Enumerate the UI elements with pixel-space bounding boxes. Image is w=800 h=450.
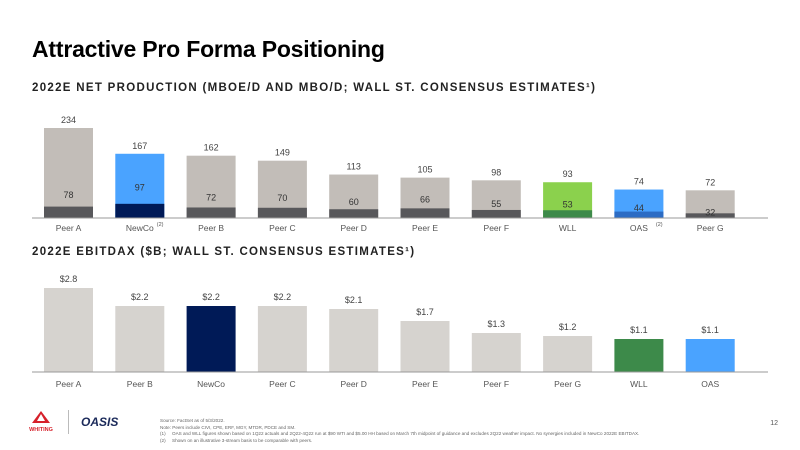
ebitdax-value-label-oas: $1.1: [701, 325, 719, 335]
production-bar-base-peer-f: [471, 209, 521, 218]
production-total-label-peer-a: 234: [61, 115, 76, 125]
page-number: 12: [770, 420, 778, 427]
production-oil-label-peer-b: 72: [206, 192, 216, 202]
ebitdax-category-peer-a: Peer A: [56, 379, 82, 389]
production-bar-base-wll: [543, 210, 593, 218]
production-category-peer-d: Peer D: [340, 223, 366, 233]
production-category-peer-g: Peer G: [697, 223, 724, 233]
peers-note: Note: Peers include CIVI, CPE, ERF, MGY,…: [160, 424, 296, 430]
footnote-1: (1) OAS and WLL figures shown based on 1…: [160, 431, 760, 438]
production-oil-label-peer-d: 60: [349, 197, 359, 207]
production-category-newco: NewCo: [126, 223, 154, 233]
ebitdax-bar-peer-b: [115, 306, 165, 372]
ebitdax-category-peer-c: Peer C: [269, 379, 295, 389]
footnote-2-num: (2): [160, 437, 166, 443]
ebitdax-bar-wll: [614, 339, 664, 372]
ebitdax-value-label-peer-f: $1.3: [488, 319, 506, 329]
ebitdax-value-label-peer-a: $2.8: [60, 274, 78, 284]
ebitdax-category-peer-e: Peer E: [412, 379, 438, 389]
ebitdax-value-label-wll: $1.1: [630, 325, 648, 335]
footnote-1-num: (1): [160, 431, 166, 436]
ebitdax-category-oas: OAS: [701, 379, 719, 389]
production-total-label-peer-b: 162: [204, 143, 219, 153]
ebitdax-value-label-peer-b: $2.2: [131, 292, 149, 302]
ebitdax-chart-title: 2022E EBITDAX ($B; WALL ST. CONSENSUS ES…: [32, 246, 416, 258]
production-bar-base-peer-g: [685, 213, 735, 218]
ebitdax-value-label-peer-c: $2.2: [274, 292, 292, 302]
production-bar-base-oas: [614, 211, 664, 218]
production-oil-label-newco: 97: [135, 183, 145, 193]
ebitdax-category-peer-g: Peer G: [554, 379, 581, 389]
production-oil-label-peer-c: 70: [277, 193, 287, 203]
production-bar-base-peer-a: [44, 206, 93, 218]
production-total-label-peer-f: 98: [491, 167, 501, 177]
production-bar-base-newco: [115, 203, 165, 218]
ebitdax-category-wll: WLL: [630, 379, 648, 389]
production-oil-label-peer-a: 78: [63, 190, 73, 200]
production-total-label-newco: 167: [132, 141, 147, 151]
production-category-oas: OAS: [630, 223, 648, 233]
ebitdax-category-peer-d: Peer D: [340, 379, 366, 389]
ebitdax-bar-peer-c: [257, 306, 307, 372]
production-total-label-peer-g: 72: [705, 177, 715, 187]
footnotes: Source: FactSet as of 5/3/2022. Note: Pe…: [160, 418, 760, 444]
production-chart-title: 2022E NET PRODUCTION (MBOE/D AND MBO/D; …: [32, 82, 597, 94]
production-oil-label-peer-e: 66: [420, 195, 430, 205]
production-oil-label-peer-f: 55: [491, 199, 501, 209]
oasis-logo: OASIS: [81, 415, 119, 429]
ebitdax-value-label-peer-d: $2.1: [345, 295, 363, 305]
production-bar-base-peer-d: [329, 209, 379, 218]
ebitdax-chart: $2.8 Peer A $2.2 Peer B $2.2 NewCo $2.2 Peer C $…: [32, 274, 768, 389]
production-bar-base-peer-e: [400, 208, 450, 218]
production-total-label-peer-e: 105: [417, 165, 432, 175]
production-category-wll: WLL: [559, 223, 577, 233]
production-category-peer-b: Peer B: [198, 223, 224, 233]
ebitdax-bar-newco: [186, 306, 236, 372]
ebitdax-category-peer-f: Peer F: [484, 379, 510, 389]
production-total-label-wll: 93: [563, 169, 573, 179]
footer-logos: WHITING OASIS: [26, 410, 118, 434]
production-category-note-newco: (2): [157, 222, 164, 228]
production-total-label-peer-d: 113: [347, 162, 361, 172]
source-note: Source: FactSet as of 5/3/2022.: [160, 418, 225, 423]
production-oil-label-peer-g: 32: [705, 208, 715, 218]
production-oil-label-oas: 44: [634, 203, 644, 213]
footnote-2: (2) Shown on an illustrative 3-stream ba…: [160, 438, 760, 445]
production-category-peer-a: Peer A: [56, 223, 82, 233]
production-category-peer-f: Peer F: [484, 223, 510, 233]
ebitdax-category-newco: NewCo: [197, 379, 225, 389]
ebitdax-bar-peer-d: [329, 309, 379, 372]
production-category-peer-c: Peer C: [269, 223, 295, 233]
production-bar-total-peer-a: [44, 128, 93, 218]
logo-divider: [68, 410, 69, 434]
whiting-logo-icon: WHITING: [29, 411, 53, 433]
production-oil-label-wll: 53: [563, 200, 573, 210]
ebitdax-value-label-peer-e: $1.7: [416, 307, 434, 317]
ebitdax-bar-peer-g: [543, 336, 593, 372]
ebitdax-bar-peer-e: [400, 321, 450, 372]
ebitdax-value-label-peer-g: $1.2: [559, 322, 577, 332]
production-bar-base-peer-c: [257, 207, 307, 218]
ebitdax-bar-peer-f: [471, 333, 521, 372]
footnote-2-text: Shown on an illustrative 3-stream basis …: [172, 437, 313, 443]
ebitdax-bar-oas: [685, 339, 735, 372]
ebitdax-bar-peer-a: [44, 288, 93, 372]
footnote-1-text: OAS and WLL figures shown based on 1Q22 …: [172, 431, 640, 436]
whiting-logo-text: WHITING: [29, 427, 53, 433]
production-category-note-oas: (2): [656, 222, 663, 228]
page-title: Attractive Pro Forma Positioning: [32, 36, 385, 62]
production-total-label-oas: 74: [634, 177, 644, 187]
ebitdax-category-peer-b: Peer B: [127, 379, 153, 389]
production-category-peer-e: Peer E: [412, 223, 438, 233]
production-total-label-peer-c: 149: [275, 148, 290, 158]
production-bar-base-peer-b: [186, 207, 236, 218]
ebitdax-value-label-newco: $2.2: [202, 292, 220, 302]
